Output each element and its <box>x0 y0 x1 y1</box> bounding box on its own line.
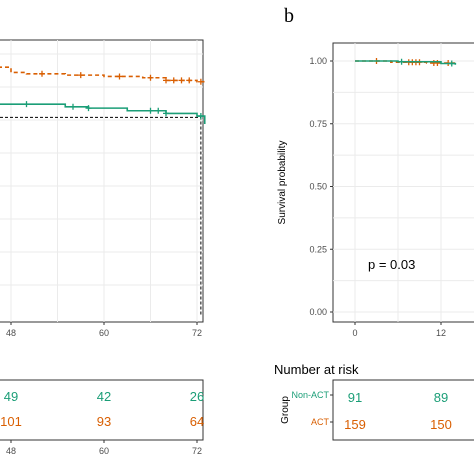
x-tick-label: 0 <box>352 328 357 338</box>
x-tick-label: 12 <box>436 328 446 338</box>
risk-count: 89 <box>434 390 448 405</box>
panel-label-b: b <box>284 5 294 27</box>
risk-count: 26 <box>190 389 204 404</box>
risk-count: 91 <box>348 390 362 405</box>
censor-mark <box>163 77 169 84</box>
x-tick-label: 48 <box>6 328 16 338</box>
risk-table-title: Number at risk <box>274 362 359 377</box>
y-axis-title: Survival probability <box>277 141 288 225</box>
y-tick-label: 0.50 <box>309 182 327 192</box>
risk-count: 159 <box>344 417 366 432</box>
risk-count: 49 <box>4 389 18 404</box>
censor-mark <box>178 77 185 84</box>
censor-mark <box>116 73 123 80</box>
risk-count: 93 <box>97 414 111 429</box>
risk-table-b-border <box>332 379 474 441</box>
x-tick-label: 72 <box>192 328 202 338</box>
risk-x-tick-label: 60 <box>99 446 109 456</box>
censor-mark <box>70 103 76 110</box>
censor-mark <box>147 74 154 81</box>
y-tick-label: 0.75 <box>309 119 327 129</box>
panel-a-risk-table: 49 42 26 101 93 64 48 60 72 <box>0 379 204 456</box>
y-tick-label: 1.00 <box>309 56 327 66</box>
censor-mark <box>186 77 193 84</box>
risk-x-tick-label: 72 <box>192 446 202 456</box>
censor-mark <box>197 78 204 85</box>
panel-a-plot-border <box>0 39 204 323</box>
censor-mark <box>170 77 177 84</box>
censor-mark <box>23 101 30 108</box>
risk-count: 42 <box>97 389 111 404</box>
panel-b: b 0.00 0.25 0.50 0.75 1.00 Survival probabilit… <box>277 5 474 338</box>
censor-mark <box>197 113 204 120</box>
risk-count: 101 <box>0 414 22 429</box>
censor-mark <box>147 107 154 114</box>
censor-mark <box>398 58 405 65</box>
risk-count: 150 <box>430 417 452 432</box>
p-value-annotation: p = 0.03 <box>368 257 415 272</box>
censor-mark <box>163 110 169 117</box>
act-survival-curve <box>0 66 206 84</box>
censor-mark <box>77 72 84 79</box>
risk-row-label: Non-ACT <box>291 390 329 400</box>
risk-count: 64 <box>190 414 204 429</box>
y-tick-label: 0.00 <box>309 307 327 317</box>
x-tick-label: 60 <box>99 328 109 338</box>
censor-mark <box>85 105 92 112</box>
y-tick-label: 0.25 <box>309 244 327 254</box>
censor-mark <box>448 60 455 67</box>
non-act-survival-curve <box>355 60 457 65</box>
risk-table-group-label: Group <box>280 396 291 424</box>
panel-b-plot-border <box>332 42 474 323</box>
risk-row-label: ACT <box>311 417 330 427</box>
non-act-survival-curve <box>0 103 206 124</box>
panel-a: 48 60 72 <box>0 39 206 338</box>
censor-mark <box>39 70 45 77</box>
risk-x-tick-label: 48 <box>6 446 16 456</box>
risk-table-a-border <box>0 379 204 441</box>
censor-mark <box>155 107 162 114</box>
